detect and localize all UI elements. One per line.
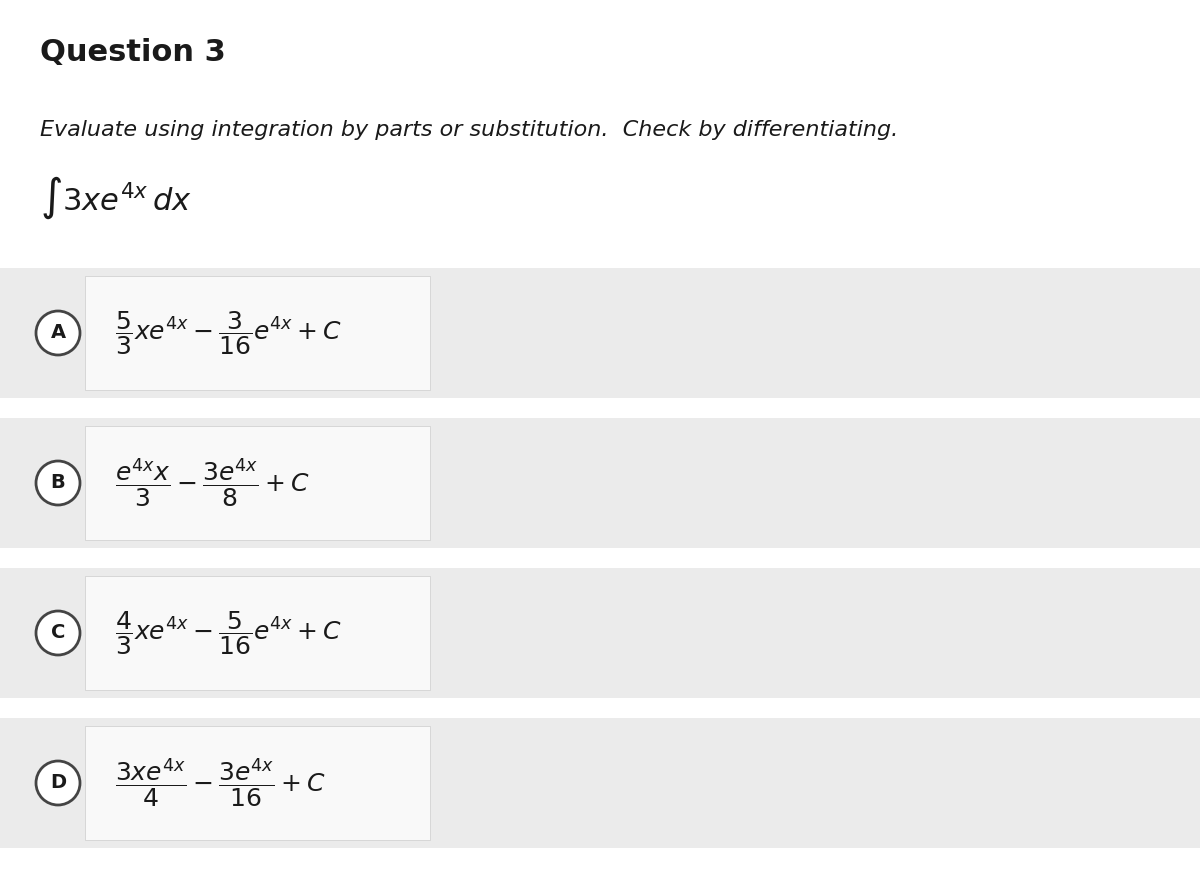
Text: $\dfrac{e^{4x}x}{3} - \dfrac{3e^{4x}}{8} + C$: $\dfrac{e^{4x}x}{3} - \dfrac{3e^{4x}}{8}… [115,457,310,510]
FancyBboxPatch shape [85,276,430,390]
Text: Evaluate using integration by parts or substitution.  Check by differentiating.: Evaluate using integration by parts or s… [40,120,899,140]
FancyBboxPatch shape [85,576,430,690]
Text: B: B [50,473,65,493]
Text: $\int 3xe^{4x}\, dx$: $\int 3xe^{4x}\, dx$ [40,175,192,222]
Circle shape [36,611,80,655]
Text: $\dfrac{3xe^{4x}}{4} - \dfrac{3e^{4x}}{16} + C$: $\dfrac{3xe^{4x}}{4} - \dfrac{3e^{4x}}{1… [115,757,326,810]
FancyBboxPatch shape [85,726,430,840]
Text: $\dfrac{4}{3}xe^{4x} - \dfrac{5}{16}e^{4x} + C$: $\dfrac{4}{3}xe^{4x} - \dfrac{5}{16}e^{4… [115,609,342,656]
Text: $\dfrac{5}{3}xe^{4x} - \dfrac{3}{16}e^{4x} + C$: $\dfrac{5}{3}xe^{4x} - \dfrac{3}{16}e^{4… [115,309,342,357]
Text: C: C [50,624,65,642]
Text: Question 3: Question 3 [40,38,226,67]
FancyBboxPatch shape [85,426,430,540]
FancyBboxPatch shape [0,718,1200,848]
FancyBboxPatch shape [0,568,1200,698]
Text: D: D [50,774,66,793]
Circle shape [36,461,80,505]
Circle shape [36,761,80,805]
FancyBboxPatch shape [0,418,1200,548]
FancyBboxPatch shape [0,268,1200,398]
Text: A: A [50,324,66,342]
Circle shape [36,311,80,355]
